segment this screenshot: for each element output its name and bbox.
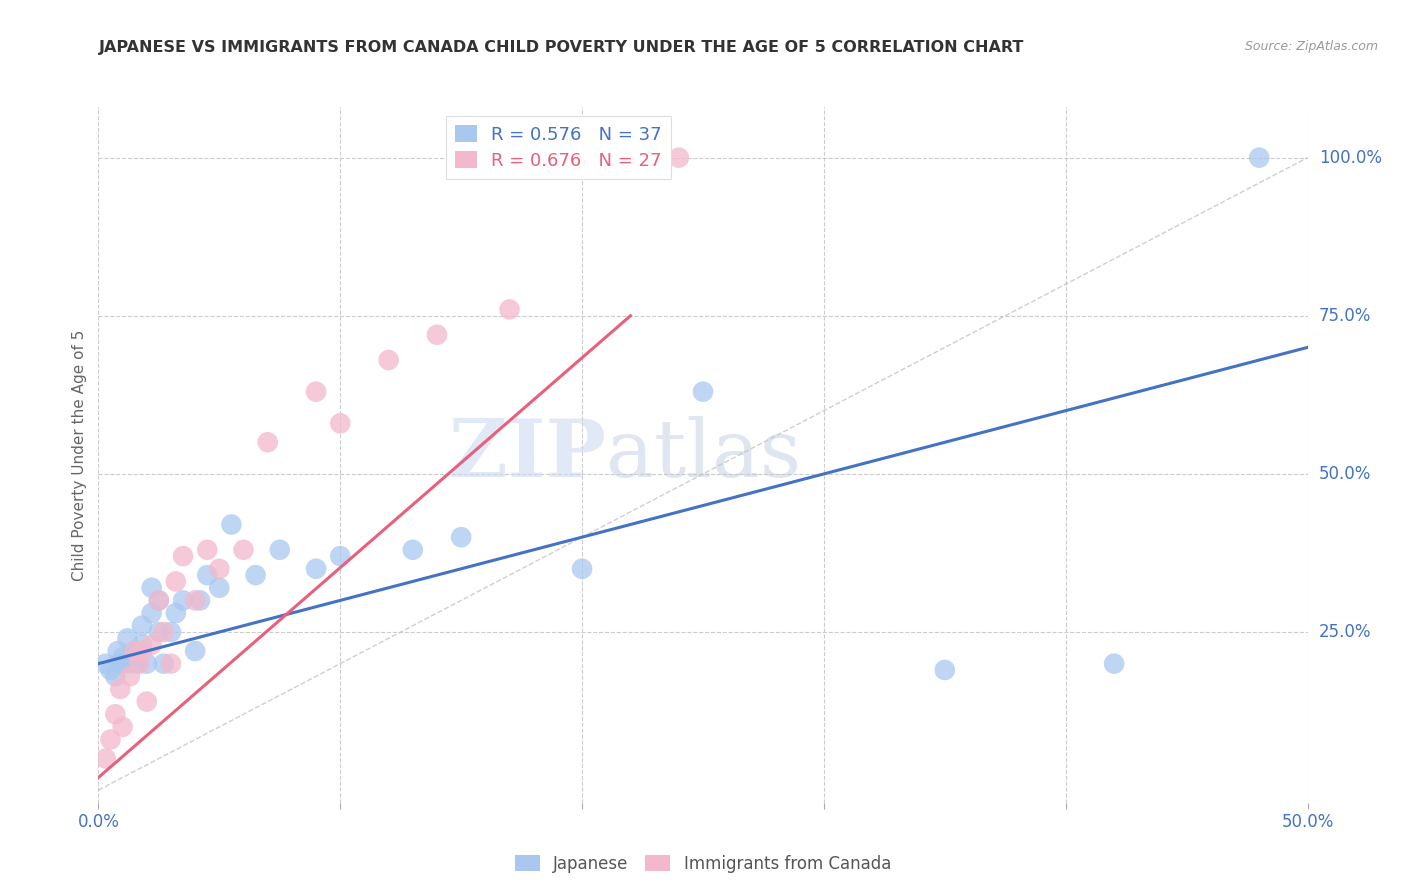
Point xyxy=(100,663,122,677)
Point xyxy=(426,327,449,342)
Point xyxy=(329,417,352,431)
Point xyxy=(152,657,174,671)
Point xyxy=(571,562,593,576)
Point xyxy=(195,542,218,557)
Point xyxy=(148,593,170,607)
Point xyxy=(172,593,194,607)
Point xyxy=(94,657,117,671)
Point xyxy=(141,581,163,595)
Point xyxy=(256,435,278,450)
Text: 100.0%: 100.0% xyxy=(1319,149,1382,167)
Point xyxy=(117,632,139,646)
Point xyxy=(141,606,163,620)
Point xyxy=(1249,151,1271,165)
Point xyxy=(94,751,117,765)
Point xyxy=(131,638,153,652)
Point xyxy=(329,549,352,563)
Point xyxy=(692,384,714,399)
Point xyxy=(124,644,146,658)
Point xyxy=(141,638,163,652)
Text: JAPANESE VS IMMIGRANTS FROM CANADA CHILD POVERTY UNDER THE AGE OF 5 CORRELATION : JAPANESE VS IMMIGRANTS FROM CANADA CHILD… xyxy=(98,40,1024,55)
Point xyxy=(305,562,328,576)
Point xyxy=(118,657,141,671)
Point xyxy=(184,644,207,658)
Point xyxy=(377,353,399,368)
Text: 75.0%: 75.0% xyxy=(1319,307,1371,325)
Point xyxy=(111,650,134,665)
Point xyxy=(402,542,425,557)
Point xyxy=(107,644,129,658)
Point xyxy=(118,669,141,683)
Point xyxy=(221,517,243,532)
Point xyxy=(498,302,520,317)
Point xyxy=(127,657,149,671)
Point xyxy=(135,695,157,709)
Legend: R = 0.576   N = 37, R = 0.676   N = 27: R = 0.576 N = 37, R = 0.676 N = 27 xyxy=(446,116,671,179)
Point xyxy=(188,593,211,607)
Point xyxy=(124,644,146,658)
Text: atlas: atlas xyxy=(606,416,801,494)
Point xyxy=(152,625,174,640)
Point xyxy=(1102,657,1125,671)
Point xyxy=(131,618,153,632)
Point xyxy=(245,568,267,582)
Point xyxy=(131,644,153,658)
Text: 25.0%: 25.0% xyxy=(1319,623,1371,641)
Text: Source: ZipAtlas.com: Source: ZipAtlas.com xyxy=(1244,40,1378,54)
Point xyxy=(184,593,207,607)
Point xyxy=(160,625,183,640)
Point xyxy=(934,663,956,677)
Text: ZIP: ZIP xyxy=(450,416,606,494)
Point xyxy=(135,657,157,671)
Point xyxy=(305,384,328,399)
Point xyxy=(148,625,170,640)
Point xyxy=(165,606,187,620)
Point xyxy=(160,657,183,671)
Point xyxy=(269,542,291,557)
Point xyxy=(104,669,127,683)
Point xyxy=(208,581,231,595)
Point xyxy=(450,530,472,544)
Point xyxy=(108,681,131,696)
Point xyxy=(172,549,194,563)
Point xyxy=(108,657,131,671)
Point xyxy=(232,542,254,557)
Point xyxy=(148,593,170,607)
Point xyxy=(208,562,231,576)
Text: 50.0%: 50.0% xyxy=(1319,465,1371,483)
Point xyxy=(104,707,127,722)
Point xyxy=(668,151,690,165)
Legend: Japanese, Immigrants from Canada: Japanese, Immigrants from Canada xyxy=(509,848,897,880)
Point xyxy=(195,568,218,582)
Point xyxy=(165,574,187,589)
Point xyxy=(128,657,150,671)
Point xyxy=(111,720,134,734)
Point xyxy=(100,732,122,747)
Y-axis label: Child Poverty Under the Age of 5: Child Poverty Under the Age of 5 xyxy=(72,329,87,581)
